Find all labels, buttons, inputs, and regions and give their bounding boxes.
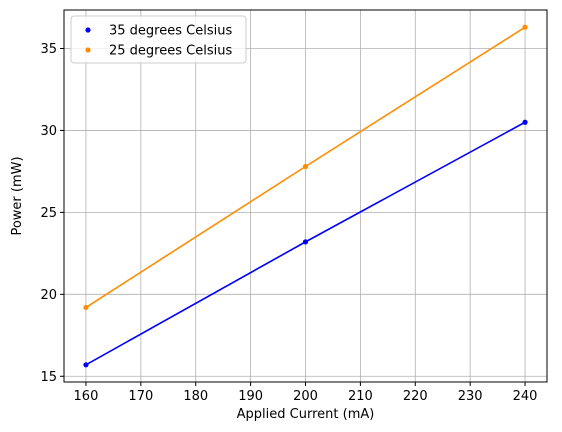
x-tick-label: 190	[238, 389, 263, 404]
x-tick-label: 160	[74, 389, 99, 404]
y-axis-label: Power (mW)	[10, 156, 25, 235]
legend-box	[70, 15, 247, 64]
x-tick-label: 200	[293, 389, 318, 404]
legend-marker	[85, 27, 91, 33]
legend-marker	[85, 47, 91, 53]
data-point	[522, 119, 528, 125]
data-point	[83, 362, 89, 368]
y-tick-label: 30	[40, 124, 57, 139]
legend-label: 35 degrees Celsius	[109, 24, 232, 39]
data-point	[302, 239, 309, 245]
legend: 35 degrees Celsius 25 degrees Celsius	[70, 15, 247, 64]
y-tick-label: 35	[40, 42, 57, 57]
y-tick-label: 15	[40, 370, 57, 385]
x-tick-label: 210	[348, 389, 373, 404]
x-tick-label: 170	[128, 389, 153, 404]
y-tick-label: 25	[40, 206, 57, 221]
x-tick-label: 230	[458, 389, 483, 404]
x-tick-label: 220	[403, 389, 428, 404]
legend-label: 25 degrees Celsius	[109, 44, 232, 59]
axis-ticks: 160 170 180 190 200 210 220 230 240 15 20 25 30 35	[40, 42, 537, 404]
data-point	[302, 163, 309, 170]
data-point	[83, 304, 89, 311]
data-point	[522, 24, 528, 30]
grid	[64, 10, 547, 382]
x-tick-label: 240	[513, 389, 538, 404]
x-axis-label: Applied Current (mA)	[237, 407, 375, 422]
y-tick-label: 20	[40, 288, 57, 303]
x-tick-label: 180	[183, 389, 208, 404]
series-layer	[83, 24, 528, 368]
